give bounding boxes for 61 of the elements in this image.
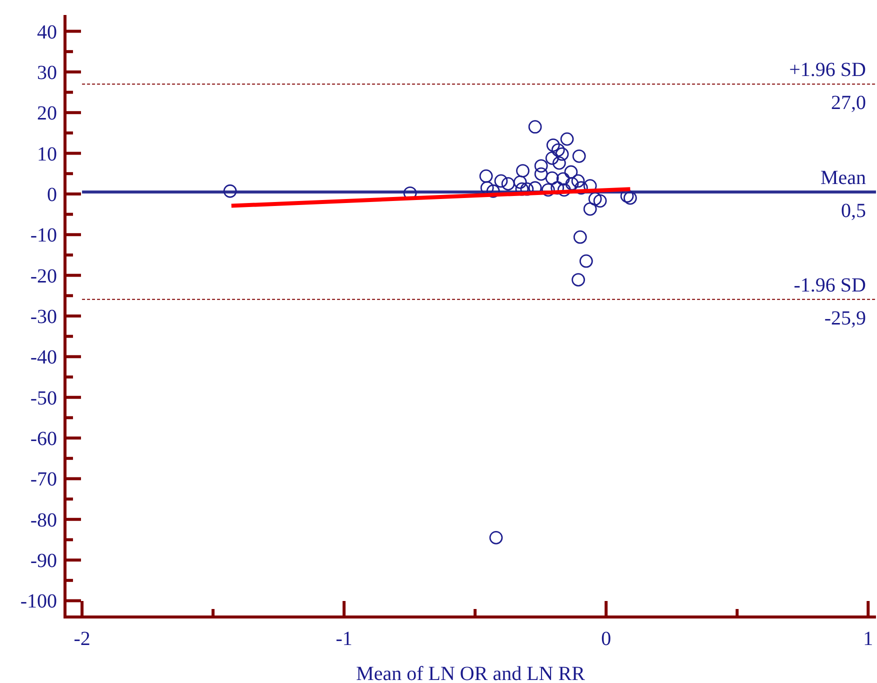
point (545, 151, 559, 165)
point (534, 159, 548, 173)
point (489, 530, 503, 544)
annotation: 27,0 (831, 92, 866, 114)
y-tick-label: 10 (37, 143, 57, 166)
point (574, 181, 588, 195)
y-tick-label: -10 (30, 224, 57, 247)
point (541, 183, 555, 197)
point (534, 167, 548, 181)
annotation: -25,9 (824, 307, 866, 330)
point (572, 149, 586, 163)
point (557, 183, 571, 197)
point (573, 230, 587, 244)
y-tick-label: 0 (47, 184, 57, 206)
point (528, 120, 542, 134)
annotation: 0,5 (841, 200, 866, 222)
y-tick-label: -60 (30, 428, 57, 450)
point (501, 177, 515, 191)
x-tick-label: -2 (74, 628, 90, 650)
point (223, 184, 237, 198)
point (494, 174, 508, 188)
point (583, 202, 597, 216)
y-tick-label: -70 (30, 468, 57, 491)
y-tick-label: -50 (30, 387, 57, 410)
ref-line-label: +1.96 SD (789, 59, 866, 82)
y-tick-label: -40 (30, 346, 57, 369)
y-tick-label: -20 (30, 265, 57, 288)
y-tick-label: 20 (37, 102, 57, 125)
x-tick-label: 0 (601, 628, 612, 650)
point (560, 132, 574, 146)
x-axis-title: Mean of LN OR and LN RR (356, 663, 586, 683)
y-tick-label: -80 (30, 509, 57, 532)
point (486, 184, 500, 198)
point (564, 165, 578, 179)
ref-line-label: Mean (820, 166, 866, 189)
x-tick-label: 1 (863, 628, 874, 650)
point (593, 194, 607, 208)
point (545, 171, 559, 185)
point (572, 273, 586, 286)
x-tick-label: -1 (336, 628, 352, 650)
point (556, 172, 570, 186)
point (588, 192, 602, 206)
y-tick-label: 40 (37, 21, 57, 44)
y-tick-label: 30 (37, 62, 57, 84)
y-tick-label: -90 (30, 550, 57, 572)
point (551, 143, 565, 157)
point (546, 138, 560, 152)
point (480, 181, 494, 195)
point (555, 147, 569, 161)
point (571, 174, 585, 188)
point (479, 169, 493, 183)
y-tick-label: -30 (30, 306, 57, 328)
point (565, 177, 579, 191)
point (624, 191, 637, 205)
point (516, 164, 530, 178)
y-tick-label: -100 (20, 590, 57, 613)
point (513, 175, 527, 189)
ref-line-label: -1.96 SD (794, 274, 866, 296)
point (579, 254, 593, 268)
point (620, 189, 634, 203)
point (552, 156, 566, 170)
